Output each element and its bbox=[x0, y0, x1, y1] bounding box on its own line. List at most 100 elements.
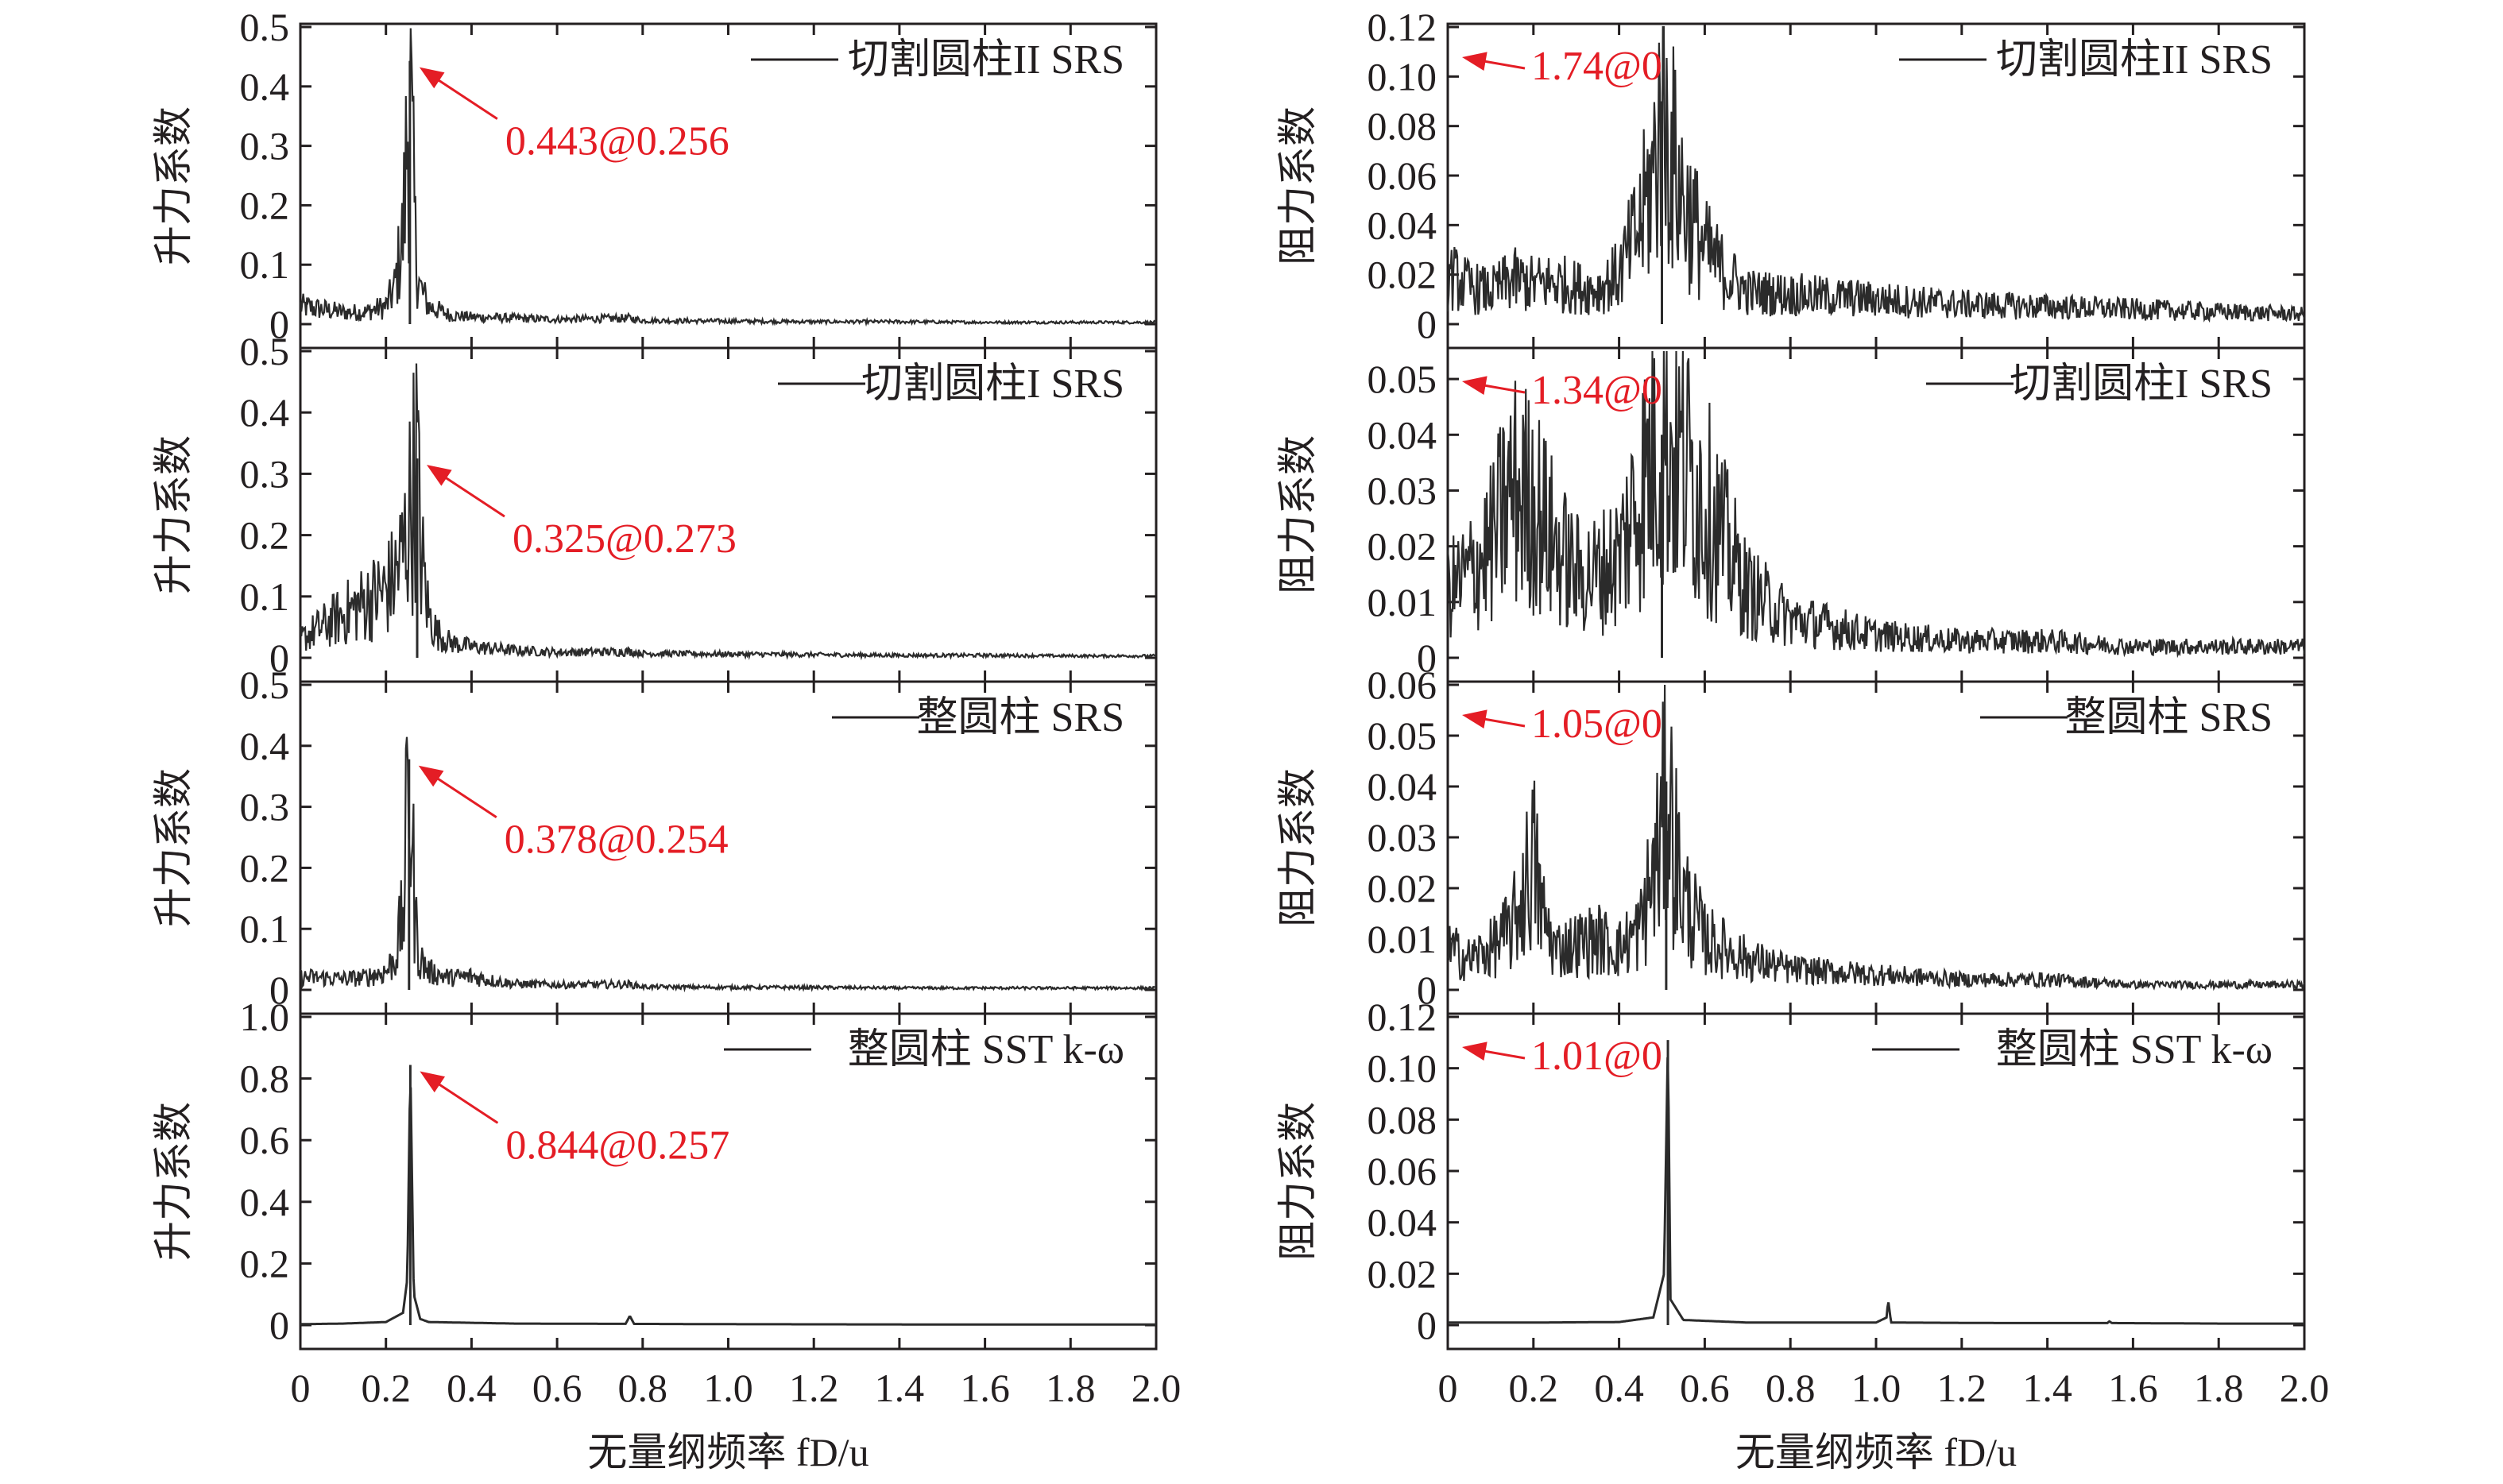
y-tick-label: 0.3 bbox=[240, 124, 290, 168]
y-tick-label: 0.10 bbox=[1368, 54, 1437, 99]
x-tick-label: 1.2 bbox=[789, 1366, 839, 1410]
annotation-label: 0.325@0.273 bbox=[513, 516, 737, 562]
panel-left-3: 0 0.2 0.4 0.6 0.8 1.0 0 0.2 0.4 0.6 0.8 1.0 1.2 1.4 1.… bbox=[151, 995, 1181, 1474]
y-tick-label: 0.04 bbox=[1368, 203, 1437, 247]
x-tick-label: 0.4 bbox=[447, 1366, 497, 1410]
annotation-arrow-head bbox=[1462, 376, 1487, 396]
y-axis-label: 阻力系数 bbox=[1275, 106, 1320, 265]
panel-right-0: 0 0.02 0.04 0.060.08 0.10 0.12 阻力系数 切割圆柱II SRS 1… bbox=[1275, 5, 2306, 350]
y-tick-label: 0.2 bbox=[240, 513, 290, 558]
y-tick-label: 0.02 bbox=[1368, 866, 1437, 910]
x-tick-label: 1.0 bbox=[703, 1366, 753, 1410]
annotation-arrow-head bbox=[1462, 709, 1487, 729]
x-tick-label: 1.6 bbox=[960, 1366, 1010, 1410]
x-tick-label: 0.8 bbox=[1766, 1366, 1816, 1410]
spectrum-line bbox=[300, 736, 1157, 993]
y-tick-label: 0.05 bbox=[1368, 713, 1437, 758]
y-tick-label: 0 bbox=[1417, 1303, 1437, 1347]
y-axis-label: 升力系数 bbox=[151, 435, 195, 594]
y-axis-label: 升力系数 bbox=[151, 1102, 195, 1261]
x-axis-label: 无量纲频率 fD/u bbox=[587, 1430, 869, 1474]
y-tick-label: 0.01 bbox=[1368, 580, 1437, 624]
x-tick-label: 2.0 bbox=[2280, 1366, 2330, 1410]
x-tick-label: 0.4 bbox=[1594, 1366, 1644, 1410]
spectrum-line bbox=[1446, 25, 2306, 323]
legend-label: 整圆柱 SRS bbox=[2064, 695, 2273, 740]
panel-left-1: 0 0.1 0.2 0.3 0.4 0.5 升力系数 切割圆柱I SRS 0.325@0.273 bbox=[151, 329, 1158, 683]
y-tick-label: 0.12 bbox=[1368, 995, 1437, 1039]
legend-label: 切割圆柱II SRS bbox=[1996, 37, 2273, 83]
y-tick-label: 0.2 bbox=[240, 1241, 290, 1285]
spectrum-line bbox=[300, 1087, 1156, 1326]
y-tick-label: 0.01 bbox=[1368, 917, 1437, 961]
y-tick-label: 0.06 bbox=[1368, 153, 1437, 198]
x-tick-label: 0 bbox=[291, 1366, 311, 1410]
x-tick-label: 2.0 bbox=[1132, 1366, 1182, 1410]
x-tick-label: 1.4 bbox=[2022, 1366, 2072, 1410]
y-tick-label: 0.04 bbox=[1368, 1200, 1437, 1245]
spectrum-line bbox=[299, 363, 1157, 661]
annotation-arrow-line bbox=[431, 1079, 499, 1124]
y-tick-label: 0.5 bbox=[240, 663, 290, 707]
annotation-label: 0.844@0.257 bbox=[505, 1123, 729, 1169]
annotation-label: 0.443@0.256 bbox=[505, 119, 729, 164]
y-tick-label: 0 bbox=[269, 1303, 289, 1347]
y-tick-label: 0.03 bbox=[1368, 815, 1437, 860]
annotation-label: 1.74@0 bbox=[1531, 44, 1662, 89]
annotation-arrow-head bbox=[418, 765, 444, 787]
y-tick-label: 0.3 bbox=[240, 451, 290, 496]
panel-right-3: 0 0.02 0.04 0.06 0.08 0.10 0.12 0 0.2 0.4 0.6 0.8 1.… bbox=[1275, 995, 2329, 1474]
y-tick-label: 0.4 bbox=[240, 64, 290, 109]
y-tick-label: 1.0 bbox=[240, 995, 290, 1039]
y-tick-label: 0.4 bbox=[240, 1180, 290, 1224]
y-tick-label: 0 bbox=[1417, 968, 1437, 1012]
x-tick-label: 0.8 bbox=[618, 1366, 668, 1410]
legend-label: 切割圆柱II SRS bbox=[848, 37, 1124, 83]
y-tick-label: 0.12 bbox=[1368, 5, 1437, 49]
x-tick-label: 0.2 bbox=[361, 1366, 411, 1410]
y-tick-label: 0.02 bbox=[1368, 253, 1437, 297]
legend-label: 整圆柱 SST k-ω bbox=[848, 1027, 1124, 1072]
y-tick-label: 0.4 bbox=[240, 390, 290, 435]
y-tick-label: 0 bbox=[1417, 302, 1437, 346]
annotation-label: 1.05@0 bbox=[1531, 701, 1662, 747]
y-tick-label: 0 bbox=[1417, 636, 1437, 680]
x-tick-label: 1.8 bbox=[1046, 1366, 1096, 1410]
panel-left-0: 0 0.1 0.2 0.3 0.4 0.5 升力系数 切割圆柱II SRS 0.443@0.25… bbox=[151, 5, 1158, 350]
legend-label: 切割圆柱I SRS bbox=[861, 361, 1124, 407]
y-axis-label: 升力系数 bbox=[151, 106, 195, 265]
annotation-arrow-head bbox=[1462, 1042, 1487, 1061]
legend-label: 整圆柱 SRS bbox=[916, 695, 1124, 740]
annotation-arrow-head bbox=[420, 1071, 446, 1093]
x-tick-label: 0.6 bbox=[1680, 1366, 1730, 1410]
y-tick-label: 0.03 bbox=[1368, 468, 1437, 512]
y-tick-label: 0.5 bbox=[240, 329, 290, 373]
y-axis-label: 升力系数 bbox=[151, 768, 195, 927]
x-tick-label: 1.4 bbox=[875, 1366, 925, 1410]
annotation-label: 1.01@0 bbox=[1531, 1034, 1662, 1079]
y-tick-label: 0.02 bbox=[1368, 524, 1437, 569]
y-tick-label: 0.06 bbox=[1368, 1149, 1437, 1193]
y-axis-label: 阻力系数 bbox=[1275, 435, 1320, 594]
y-tick-label: 0.04 bbox=[1368, 764, 1437, 809]
x-axis-label: 无量纲频率 fD/u bbox=[1735, 1430, 2017, 1474]
y-tick-label: 0.1 bbox=[240, 906, 290, 951]
y-tick-label: 0 bbox=[269, 968, 289, 1012]
spectrum-line bbox=[1447, 684, 2306, 991]
y-tick-label: 0.10 bbox=[1368, 1046, 1437, 1091]
x-tick-label: 0.6 bbox=[532, 1366, 582, 1410]
y-tick-label: 0.04 bbox=[1368, 412, 1437, 457]
legend-label: 整圆柱 SST k-ω bbox=[1996, 1027, 2273, 1072]
x-tick-label: 1.0 bbox=[1851, 1366, 1901, 1410]
y-tick-label: 0.2 bbox=[240, 183, 290, 227]
x-tick-label: 1.6 bbox=[2108, 1366, 2158, 1410]
y-tick-label: 0 bbox=[269, 302, 289, 346]
y-tick-label: 0.1 bbox=[240, 574, 290, 619]
x-tick-label: 0 bbox=[1438, 1366, 1458, 1410]
y-tick-label: 0.2 bbox=[240, 845, 290, 890]
y-tick-label: 0.06 bbox=[1368, 663, 1437, 707]
annotation-label: 0.378@0.254 bbox=[505, 817, 729, 863]
y-tick-label: 0.05 bbox=[1368, 357, 1437, 401]
annotation-arrow-line bbox=[431, 75, 498, 120]
